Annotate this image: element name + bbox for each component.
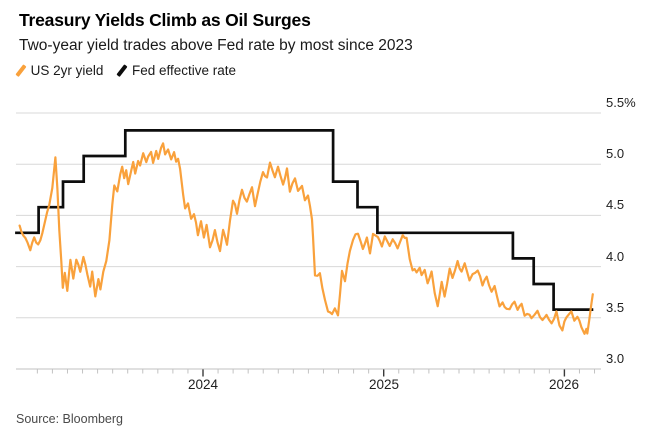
y-tick-label-4-5: 4.5: [606, 197, 625, 212]
legend-item-fed: Fed effective rate: [116, 63, 237, 78]
legend-label-us2yr: US 2yr yield: [30, 63, 104, 78]
y-tick-label-5-5: 5.5%: [606, 95, 636, 110]
legend: US 2yr yield Fed effective rate: [15, 63, 237, 78]
legend-item-us2yr: US 2yr yield: [15, 63, 104, 78]
x-tick-label-2025: 2025: [368, 377, 400, 392]
x-tick-label-2026: 2026: [548, 377, 580, 392]
fed-line-swatch-icon: [116, 64, 128, 77]
y-tick-label-3-0: 3.0: [606, 351, 625, 366]
y-tick-label-3-5: 3.5: [606, 300, 625, 315]
legend-label-fed: Fed effective rate: [131, 63, 237, 78]
source-note: Source: Bloomberg: [16, 412, 124, 426]
chart-title: Treasury Yields Climb as Oil Surges: [19, 10, 311, 30]
x-tick-label-2024: 2024: [187, 377, 219, 392]
chart-subtitle: Two-year yield trades above Fed rate by …: [19, 37, 413, 54]
y-tick-label-5-0: 5.0: [606, 146, 625, 161]
y-tick-label-4-0: 4.0: [606, 249, 625, 264]
